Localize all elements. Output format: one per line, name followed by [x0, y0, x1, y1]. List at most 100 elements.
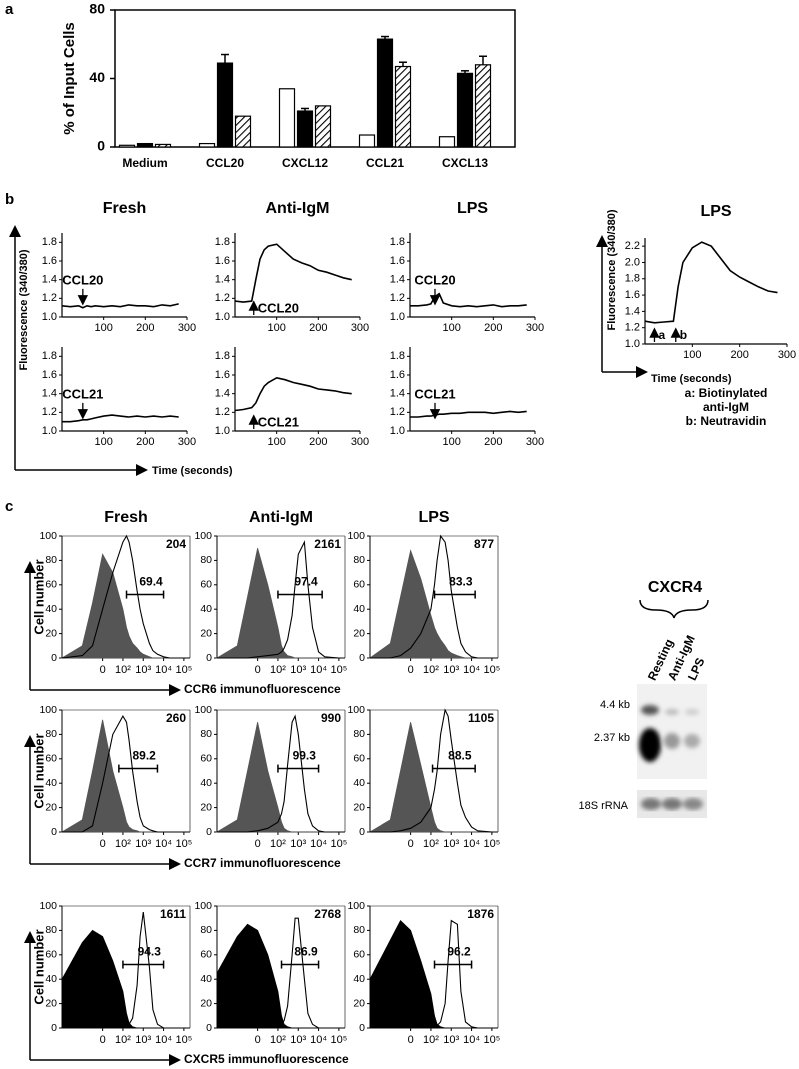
- gate-percent: 96.2: [447, 945, 471, 959]
- x-tick-label: 10³: [290, 664, 306, 676]
- brace: [639, 599, 709, 619]
- y-tick-label: 1.4: [42, 388, 57, 400]
- bands: [639, 705, 700, 762]
- y-tick-label: 40: [353, 603, 365, 615]
- x-tick-label: 200: [309, 436, 327, 448]
- x-tick-label: 100: [94, 436, 112, 448]
- bar: [474, 64, 492, 148]
- y-axis-label: Cell number: [31, 733, 46, 808]
- chart-title: Anti-IgM: [266, 200, 330, 217]
- y-tick-label: 80: [45, 924, 57, 936]
- x-tick-label: 0: [408, 664, 414, 676]
- x-tick-label: 0: [255, 1034, 261, 1046]
- x-tick-label: 10⁵: [175, 664, 192, 676]
- y-tick-label: 20: [45, 627, 57, 639]
- bar: [278, 88, 296, 148]
- y-tick-label: 100: [347, 530, 365, 542]
- bar: [216, 62, 234, 148]
- y-tick-label: 0: [359, 652, 365, 664]
- x-tick-label: 100: [442, 436, 460, 448]
- event-label: a: [658, 328, 665, 342]
- y-tick-label: 1.6: [42, 255, 57, 267]
- y-tick-label: 1.2: [390, 406, 405, 418]
- y-tick-label: 20: [45, 997, 57, 1009]
- note: b: Neutravidin: [686, 414, 767, 428]
- stained-histogram: [61, 534, 184, 659]
- mfi-label: 260: [166, 711, 186, 725]
- x-tick-label: CXCL13: [442, 156, 488, 170]
- y-tick-label: 0: [51, 1022, 57, 1034]
- y-tick-label: 1.6: [42, 369, 57, 381]
- y-tick-label: 80: [89, 1, 105, 17]
- x-tick-label: 10⁴: [155, 1034, 172, 1046]
- x-tick-label: 10⁴: [463, 838, 480, 850]
- mfi-label: 204: [166, 537, 186, 551]
- y-axis-label: Cell number: [31, 559, 46, 634]
- x-tick-label: 10³: [135, 838, 151, 850]
- bar: [456, 72, 474, 148]
- x-tick-label: 100: [267, 436, 285, 448]
- y-tick-label: 60: [45, 949, 57, 961]
- y-tick-label: 1.8: [625, 273, 640, 285]
- x-tick-label: 10⁵: [330, 838, 347, 850]
- x-tick-label: 10⁴: [155, 664, 172, 676]
- loading-bands: [641, 798, 703, 810]
- y-tick-label: 20: [200, 801, 212, 813]
- chart-title: Fresh: [103, 200, 147, 217]
- y-tick-label: 1.8: [390, 236, 405, 248]
- control-histogram: [60, 553, 184, 659]
- y-tick-label: 80: [353, 728, 365, 740]
- gate-percent: 69.4: [139, 575, 163, 589]
- control-histogram: [215, 548, 339, 659]
- y-tick-label: 1.8: [390, 350, 405, 362]
- y-axis-label: Fluorescence (340/380): [606, 209, 618, 330]
- y-axis-label: Cell number: [31, 929, 46, 1004]
- x-tick-label: 10²: [423, 1034, 439, 1046]
- x-tick-label: 200: [136, 322, 154, 334]
- error-bar: [461, 70, 469, 74]
- size-marker: 4.4 kb: [600, 699, 630, 711]
- x-tick-label: CCL21: [366, 156, 404, 170]
- y-tick-label: 100: [347, 704, 365, 716]
- gate-percent: 88.5: [448, 749, 472, 763]
- x-tick-label: 10³: [443, 664, 459, 676]
- x-tick-label: 10³: [135, 664, 151, 676]
- x-tick-label: 200: [309, 322, 327, 334]
- x-tick-label: 0: [100, 664, 106, 676]
- y-tick-label: 2.0: [625, 256, 640, 268]
- y-tick-label: 20: [200, 997, 212, 1009]
- panel-label: a: [5, 1, 14, 18]
- mfi-label: 1876: [467, 907, 494, 921]
- x-tick-label: 10⁴: [463, 664, 480, 676]
- x-tick-label: 10⁴: [310, 664, 327, 676]
- y-axis-label: % of Input Cells: [61, 22, 78, 135]
- y-tick-label: 60: [353, 579, 365, 591]
- y-tick-label: 60: [200, 579, 212, 591]
- event-label: CCL21: [62, 386, 103, 401]
- bar: [154, 143, 172, 148]
- trace: [61, 303, 179, 309]
- y-tick-label: 100: [39, 900, 57, 912]
- x-tick-label: 0: [255, 664, 261, 676]
- y-tick-label: 2.2: [625, 240, 640, 252]
- event-label: CCL21: [258, 414, 299, 429]
- y-tick-label: 80: [45, 728, 57, 740]
- x-axis-label: CXCR5 immunofluorescence: [184, 1052, 349, 1066]
- y-tick-label: 1.2: [625, 322, 640, 334]
- y-tick-label: 40: [89, 69, 105, 85]
- y-tick-label: 1.0: [390, 425, 405, 437]
- y-tick-label: 1.2: [42, 406, 57, 418]
- y-tick-label: 1.0: [42, 425, 57, 437]
- x-axis-label: CCR6 immunofluorescence: [184, 682, 341, 696]
- trace: [234, 243, 352, 303]
- y-tick-label: 1.4: [215, 274, 230, 286]
- y-tick-label: 60: [200, 753, 212, 765]
- y-tick-label: 0: [359, 826, 365, 838]
- error-bar: [479, 55, 487, 65]
- x-tick-label: 100: [94, 322, 112, 334]
- y-tick-label: 20: [353, 627, 365, 639]
- control-histogram: [60, 719, 184, 833]
- y-tick-label: 1.0: [215, 311, 230, 323]
- bar: [358, 134, 376, 148]
